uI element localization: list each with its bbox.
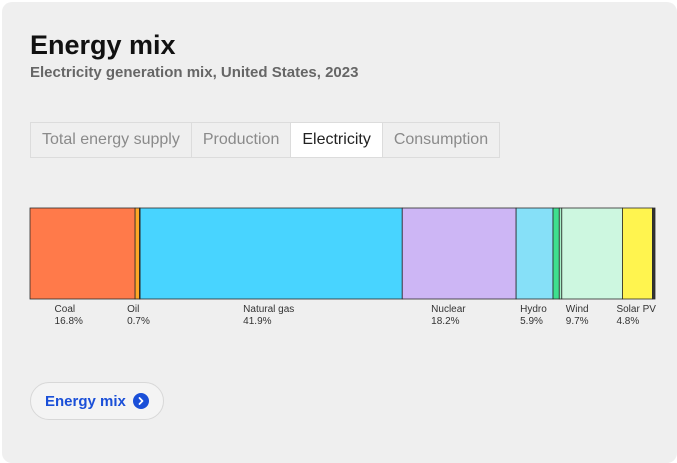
tab-total-energy-supply[interactable]: Total energy supply — [31, 123, 192, 157]
bar-segment-hydro[interactable] — [515, 207, 554, 300]
segment-value-hydro: 5.9% — [520, 316, 543, 327]
segment-name-wind: Wind — [566, 304, 589, 315]
bar-segment-coal[interactable] — [29, 207, 136, 300]
segment-name-nuclear: Nuclear — [431, 304, 466, 315]
bar-segment-wind[interactable] — [561, 207, 623, 300]
segment-name-natural-gas: Natural gas — [243, 304, 294, 315]
tab-consumption[interactable]: Consumption — [393, 131, 489, 148]
segment-value-coal: 16.8% — [55, 316, 83, 327]
bar-segment-natural-gas[interactable] — [139, 207, 403, 300]
bar-segment-segment-10[interactable] — [652, 207, 656, 300]
segment-value-wind: 9.7% — [566, 316, 589, 327]
chart-subtitle: Electricity generation mix, United State… — [30, 64, 359, 81]
bar-segment-solar-pv[interactable] — [622, 207, 653, 300]
tab-production[interactable]: Production — [192, 123, 292, 157]
bar-segment-nuclear[interactable] — [401, 207, 517, 300]
segment-name-solar-pv: Solar PV — [616, 304, 656, 315]
page-title: Energy mix — [30, 30, 176, 60]
segment-value-solar-pv: 4.8% — [616, 316, 639, 327]
segment-name-hydro: Hydro — [520, 304, 547, 315]
segment-value-oil: 0.7% — [127, 316, 150, 327]
chevron-right-icon — [132, 393, 149, 409]
bar-segment-segment-6[interactable] — [552, 207, 560, 300]
tab-bar: Total energy supply Production Electrici… — [30, 122, 501, 158]
segment-name-oil: Oil — [127, 304, 139, 315]
energy-mix-link-label: Energy mix — [45, 392, 126, 410]
segment-value-nuclear: 18.2% — [431, 316, 459, 327]
segment-value-natural-gas: 41.9% — [243, 316, 271, 327]
bar-segment-oil[interactable] — [134, 207, 140, 300]
segment-name-coal: Coal — [55, 304, 76, 315]
tab-electricity[interactable]: Electricity — [291, 123, 383, 157]
energy-mix-link-button[interactable]: Energy mix — [30, 382, 164, 420]
